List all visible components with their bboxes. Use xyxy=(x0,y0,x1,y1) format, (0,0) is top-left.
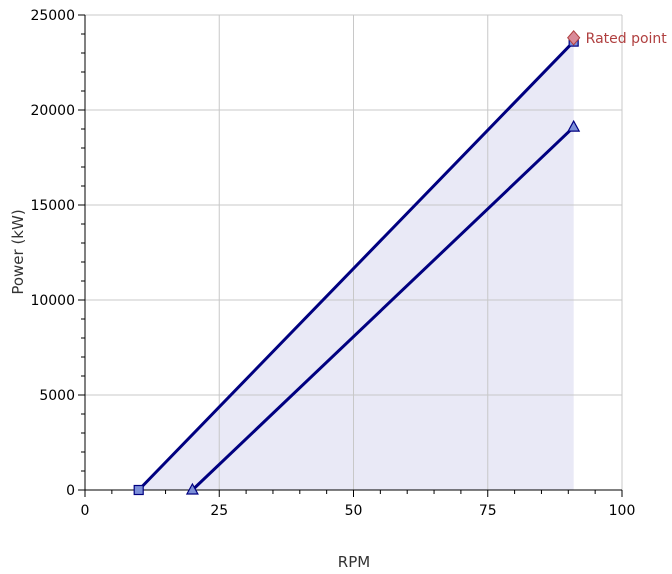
series-line-2 xyxy=(191,126,575,492)
series-1-point xyxy=(133,484,144,496)
y-axis-title: Power (kW) xyxy=(9,209,27,294)
grid xyxy=(85,14,623,490)
x-tick-label: 25 xyxy=(210,503,228,519)
y-tick-label: 0 xyxy=(66,483,75,499)
x-tick-label: 75 xyxy=(479,503,497,519)
x-tick-label: 100 xyxy=(609,503,636,519)
y-tick-label: 25000 xyxy=(30,8,75,24)
y-tick-label: 5000 xyxy=(39,388,75,404)
x-tick-label: 0 xyxy=(81,503,90,519)
series-2-point xyxy=(185,482,199,495)
y-tick-label: 20000 xyxy=(30,103,75,119)
series-line-1 xyxy=(137,40,575,492)
axes xyxy=(78,14,623,497)
y-tick-label: 15000 xyxy=(30,198,75,214)
series-2-point xyxy=(567,119,581,132)
x-axis-title: RPM xyxy=(338,553,370,571)
rated-point-marker xyxy=(567,30,581,46)
x-tick-label: 50 xyxy=(345,503,363,519)
rated-point-label: Rated point xyxy=(586,31,668,47)
annotations: Rated point xyxy=(567,30,668,47)
tick-labels: 0 25 50 75 100 0 5000 10000 15000 20000 25000 xyxy=(30,8,635,519)
series xyxy=(133,36,581,496)
y-tick-label: 10000 xyxy=(30,293,75,309)
